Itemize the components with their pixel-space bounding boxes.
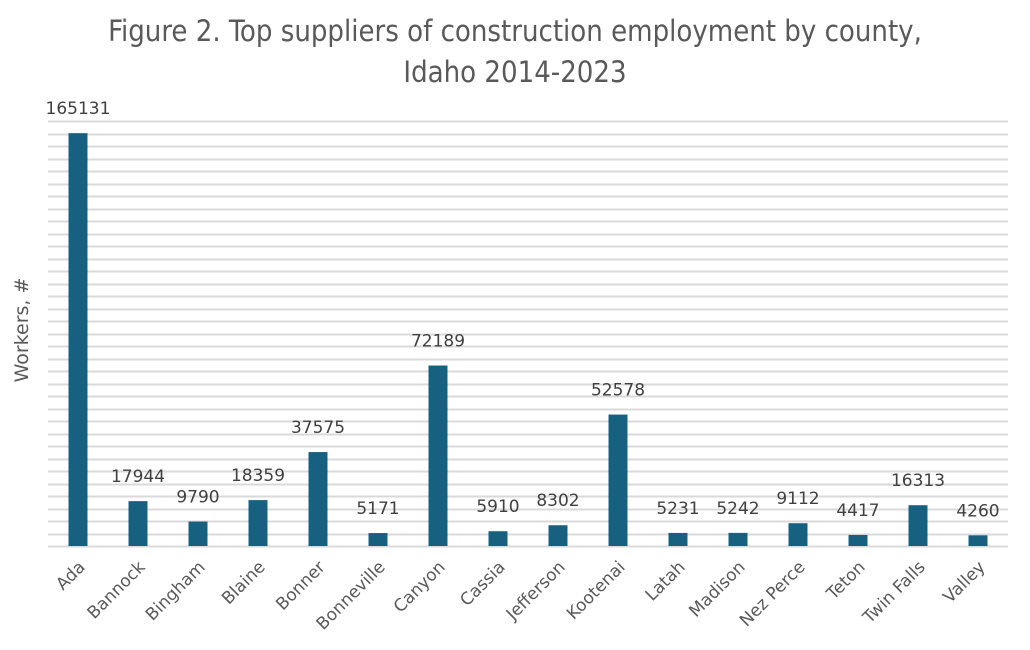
- data-label: 17944: [111, 467, 165, 487]
- bar-madison: [728, 532, 748, 546]
- x-tick-label: Bonner: [272, 557, 329, 614]
- bar-bannock: [128, 501, 148, 546]
- data-labels: 165131 17944 9790 18359 37575 5171 72189 5910 83…: [46, 99, 1000, 521]
- bar-valley: [968, 535, 988, 546]
- chart-title-line-2: Idaho 2014-2023: [403, 55, 627, 89]
- bar-kootenai: [608, 414, 628, 546]
- chart-title-line-1: Figure 2. Top suppliers of construction …: [108, 14, 922, 48]
- data-label: 8302: [536, 491, 579, 511]
- x-tick-label: Jefferson: [502, 557, 570, 625]
- data-label: 18359: [231, 466, 285, 486]
- x-tick-label: Blaine: [218, 557, 269, 608]
- data-label: 9112: [776, 489, 819, 509]
- x-tick-label: Bingham: [142, 557, 210, 625]
- data-label: 165131: [46, 99, 111, 119]
- bar-bonner: [308, 452, 328, 546]
- bar-canyon: [428, 365, 448, 546]
- x-tick-label: Teton: [822, 557, 869, 604]
- bar-nez-perce: [788, 523, 808, 546]
- x-tick-label: Bannock: [84, 557, 150, 623]
- data-label: 5171: [356, 499, 399, 519]
- data-label: 16313: [891, 471, 945, 491]
- x-tick-label: Canyon: [390, 557, 450, 617]
- data-label: 9790: [176, 488, 219, 508]
- bar-latah: [668, 532, 688, 546]
- x-tick-label: Cassia: [456, 557, 509, 610]
- data-label: 5231: [656, 499, 699, 519]
- bar-bingham: [188, 521, 208, 546]
- x-tick-label: Nez Perce: [736, 557, 810, 631]
- data-label: 5910: [476, 497, 519, 517]
- data-label: 4260: [956, 501, 999, 521]
- data-label: 72189: [411, 332, 465, 352]
- data-label: 5242: [716, 499, 759, 519]
- bar-blaine: [248, 500, 268, 546]
- bar-jefferson: [548, 525, 568, 546]
- x-tick-label: Valley: [940, 557, 990, 607]
- x-tick-label: Ada: [52, 557, 89, 594]
- bar-bonneville: [368, 533, 388, 546]
- bar-cassia: [488, 531, 508, 546]
- bar-teton: [848, 534, 868, 546]
- data-label: 4417: [836, 501, 879, 521]
- data-label: 37575: [291, 418, 345, 438]
- data-label: 52578: [591, 381, 645, 401]
- bar-twin-falls: [908, 505, 928, 546]
- x-tick-label: Twin Falls: [859, 557, 930, 628]
- x-tick-label: Kootenai: [563, 557, 630, 624]
- gridlines: [48, 120, 1008, 548]
- bar-ada: [68, 133, 88, 547]
- x-tick-label: Latah: [642, 557, 690, 605]
- bars: [68, 133, 988, 547]
